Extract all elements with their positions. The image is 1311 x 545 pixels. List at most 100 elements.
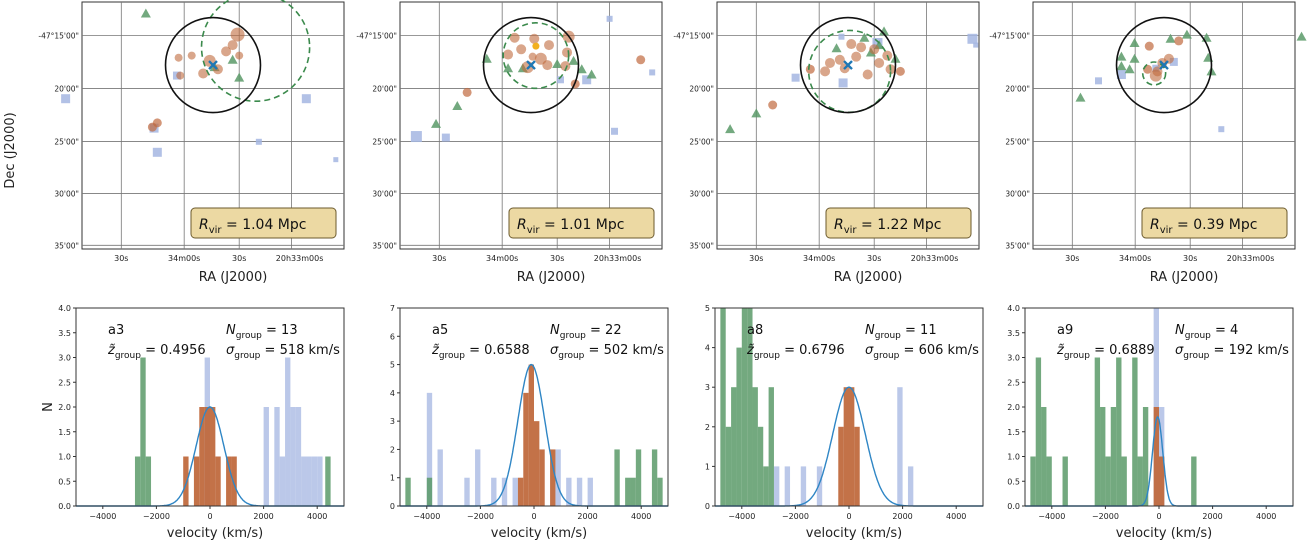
hist-bar-brown (231, 456, 237, 506)
sky-panel-a8: 30s 34m00s 30s 20h33m00s -47°15'00" 20'00" 25'… (673, 1, 980, 285)
x-tick-label: 4000 (631, 512, 651, 521)
field-galaxy-circle (1174, 36, 1184, 46)
y-tick-label: 0 (705, 502, 710, 511)
rvir-subscript: vir (527, 225, 541, 236)
rvir-value: 1.01 Mpc (560, 217, 624, 233)
n-value: 22 (605, 323, 622, 338)
hist-panel-a9: −4000 −2000 0 2000 4000 0.0 0.5 1.0 1.5 2.0 2.5 3.0… (1007, 304, 1294, 541)
hist-bar-blue (501, 477, 508, 506)
virial-radius-circle (1115, 16, 1213, 114)
field-galaxy-triangle (1181, 29, 1192, 39)
ra-tick-label: 20h33m00s (276, 254, 324, 263)
hist-bar-brown (849, 387, 855, 506)
z-subscript: group (754, 351, 780, 361)
n-group-label: Ngroup = 4 (1175, 323, 1238, 341)
field-galaxy-circle (768, 100, 778, 110)
hist-bar-blue (907, 466, 914, 506)
y-tick-label: 0.0 (58, 502, 71, 511)
field-galaxy-triangle (586, 69, 597, 79)
hist-bar-green (757, 426, 764, 506)
hist-bar-blue (285, 357, 291, 506)
field-galaxy-triangle (859, 32, 870, 42)
rvir-box (190, 207, 337, 239)
field-galaxy-triangle (751, 108, 762, 118)
field-galaxy-square (441, 133, 450, 142)
hist-bar-green (736, 347, 742, 506)
velocity-axis-label: velocity (km/s) (806, 526, 902, 541)
hist-bar-green (635, 449, 642, 506)
field-galaxy-square (255, 138, 262, 145)
hist-bar-green (140, 357, 146, 506)
ra-tick-label: 30s (232, 254, 246, 263)
y-tick-label: 1.5 (58, 428, 71, 437)
hist-bar-brown (204, 407, 210, 506)
hist-bar-brown (534, 421, 540, 506)
field-galaxy-square (152, 147, 162, 157)
hist-bar-brown (517, 477, 524, 506)
rvir-box (1141, 207, 1288, 239)
sigma-subscript: group (1183, 351, 1209, 361)
dec-tick-label: -47°15'00" (673, 31, 714, 40)
member-galaxy (851, 51, 862, 62)
field-galaxy-square (872, 37, 883, 48)
sigma-equals: = (899, 343, 918, 358)
sigma-equals: = (260, 343, 279, 358)
sigma-subscript: group (558, 351, 584, 361)
field-galaxy-square (606, 15, 613, 22)
field-galaxy-triangle (452, 101, 463, 111)
hist-bar-blue (587, 477, 593, 506)
n-group-label: Ngroup = 22 (550, 323, 622, 341)
dec-tick-label: -47°15'00" (38, 31, 79, 40)
ra-tick-label: 20h33m00s (594, 254, 642, 263)
hist-bar-blue (279, 456, 286, 506)
member-galaxy (544, 40, 555, 51)
field-galaxy-triangle (879, 26, 890, 36)
n-subscript: group (236, 331, 262, 341)
field-galaxy-square (1116, 70, 1126, 80)
y-tick-label: 0 (390, 502, 395, 511)
histogram-panels: −4000 −2000 0 2000 40000.00.51.01.52.02.53.0… (41, 304, 1294, 541)
dec-tick-label: 35'00" (372, 241, 397, 250)
y-tick-label: 3.5 (58, 329, 71, 338)
x-tick-label: −4000 (89, 512, 116, 521)
sigma-symbol: σ (550, 343, 559, 358)
z-equals: = (780, 343, 799, 358)
rvir-symbol: R (1150, 217, 1160, 233)
y-tick-label: 1 (390, 474, 395, 483)
hist-bar-brown (193, 456, 200, 506)
member-galaxy (820, 66, 831, 77)
sigma-equals: = (584, 343, 603, 358)
field-galaxy-square (649, 69, 656, 76)
z-value: 0.6796 (799, 343, 845, 358)
hist-bar-blue (816, 466, 823, 506)
z-value: 0.4956 (160, 343, 206, 358)
z-symbol: z̃ (107, 343, 116, 358)
y-tick-label: 2.0 (1007, 403, 1020, 412)
n-equals: = (901, 323, 920, 338)
x-tick-label: 4000 (307, 512, 327, 521)
hist-bar-green (1062, 456, 1068, 506)
hist-bar-blue (897, 387, 903, 506)
member-galaxy (176, 71, 185, 80)
hist-bar-blue (512, 477, 518, 506)
hist-bar-blue (491, 477, 497, 506)
n-equals: = (262, 323, 281, 338)
x-tick-label: 2000 (892, 512, 912, 521)
ra-tick-label: 30s (114, 254, 128, 263)
z-subscript: group (1064, 351, 1090, 361)
n-equals: = (1211, 323, 1230, 338)
hist-bar-green (1116, 357, 1122, 506)
ra-tick-label: 30s (867, 254, 881, 263)
x-tick-label: 2000 (253, 512, 273, 521)
x-tick-label: 0 (531, 512, 536, 521)
member-galaxy (174, 53, 183, 62)
center-cross-icon (526, 60, 536, 70)
ra-tick-label: 20h33m00s (911, 254, 959, 263)
n-group-label: Ngroup = 13 (226, 323, 298, 341)
n-subscript: group (1185, 331, 1211, 341)
bcg-marker (532, 42, 540, 50)
y-tick-label: 3.0 (58, 354, 71, 363)
ra-tick-label: 30s (1183, 254, 1197, 263)
n-symbol: N (550, 323, 560, 338)
